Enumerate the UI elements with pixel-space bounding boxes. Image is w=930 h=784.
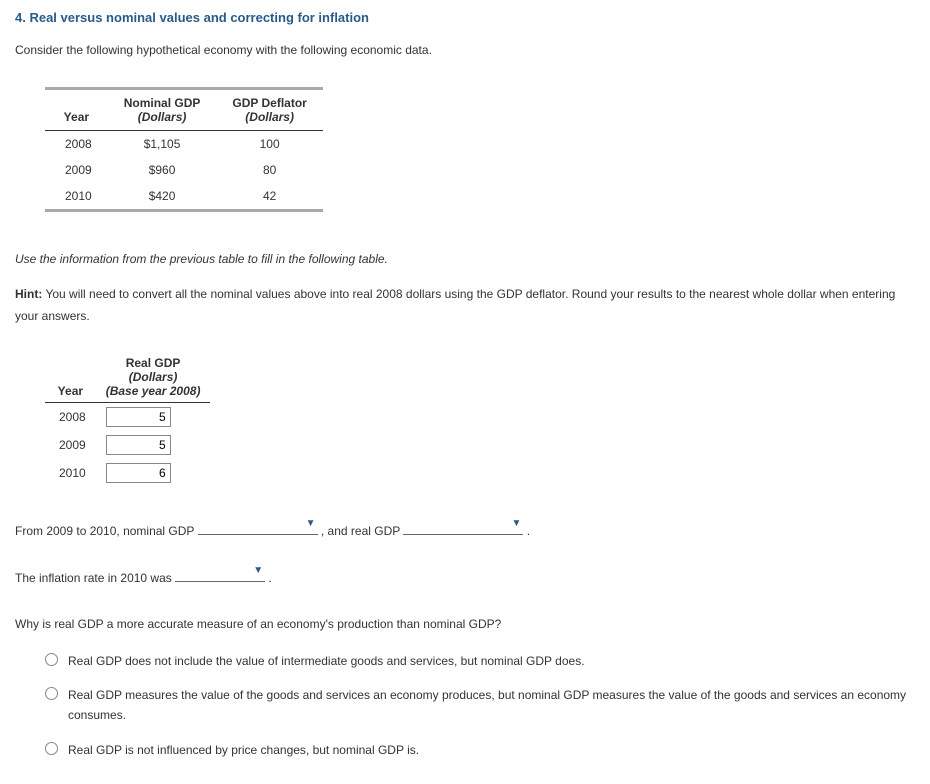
inflation-rate-dropdown[interactable] [175,581,265,582]
real-gdp-input-2010[interactable] [106,463,171,483]
column-header-gdp-deflator: GDP Deflator (Dollars) [216,90,322,131]
table-instruction: Use the information from the previous ta… [15,252,915,266]
radio-group: Real GDP does not include the value of i… [45,651,915,761]
radio-label: Real GDP does not include the value of i… [68,651,915,671]
table-row: 2010 [45,459,210,487]
column-header-year: Year [45,90,108,131]
real-gdp-input-table: Year Real GDP (Dollars) (Base year 2008)… [45,352,210,487]
question-heading: 4. Real versus nominal values and correc… [15,10,915,25]
table-row: 2009 $960 80 [45,157,323,183]
radio-option: Real GDP does not include the value of i… [45,651,915,671]
radio-option: Real GDP is not influenced by price chan… [45,740,915,760]
real-gdp-input-2008[interactable] [106,407,171,427]
table-row: 2009 [45,431,210,459]
table-row: 2008 $1,105 100 [45,131,323,158]
column-header-real-gdp: Real GDP (Dollars) (Base year 2008) [96,352,211,403]
hint-text: Hint: You will need to convert all the n… [15,284,915,327]
inflation-rate-sentence: The inflation rate in 2010 was . [15,569,915,588]
intro-text: Consider the following hypothetical econ… [15,43,915,57]
radio-button[interactable] [45,687,58,700]
radio-label: Real GDP measures the value of the goods… [68,685,915,726]
real-gdp-input-2009[interactable] [106,435,171,455]
column-header-year: Year [45,352,96,403]
radio-button[interactable] [45,742,58,755]
radio-button[interactable] [45,653,58,666]
real-gdp-change-dropdown[interactable] [403,534,523,535]
radio-label: Real GDP is not influenced by price chan… [68,740,915,760]
column-header-nominal-gdp: Nominal GDP (Dollars) [108,90,217,131]
economic-data-table: Year Nominal GDP (Dollars) GDP Deflator … [45,87,323,212]
nominal-vs-real-sentence: From 2009 to 2010, nominal GDP , and rea… [15,522,915,541]
table-row: 2010 $420 42 [45,183,323,211]
table-row: 2008 [45,403,210,432]
radio-option: Real GDP measures the value of the goods… [45,685,915,726]
why-real-gdp-question: Why is real GDP a more accurate measure … [15,617,915,631]
nominal-gdp-change-dropdown[interactable] [198,534,318,535]
